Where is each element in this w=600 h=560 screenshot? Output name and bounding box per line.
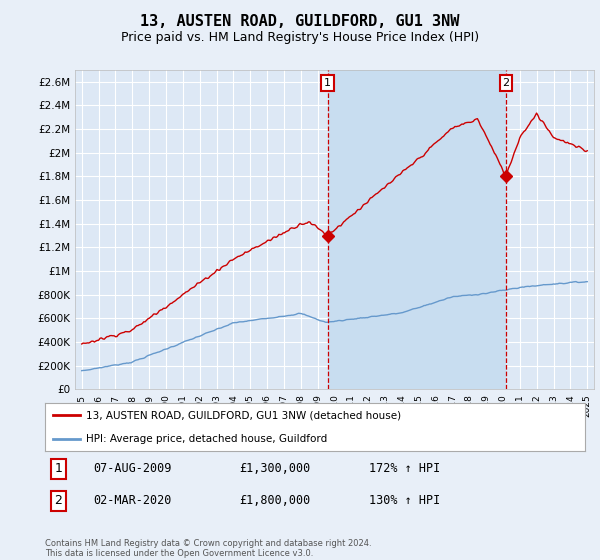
Text: 07-AUG-2009: 07-AUG-2009	[94, 463, 172, 475]
Text: 1: 1	[55, 463, 62, 475]
Text: 1: 1	[324, 78, 331, 88]
Text: 172% ↑ HPI: 172% ↑ HPI	[369, 463, 440, 475]
Text: Contains HM Land Registry data © Crown copyright and database right 2024.
This d: Contains HM Land Registry data © Crown c…	[45, 539, 371, 558]
Bar	[328, 70, 506, 389]
Text: 13, AUSTEN ROAD, GUILDFORD, GU1 3NW: 13, AUSTEN ROAD, GUILDFORD, GU1 3NW	[140, 14, 460, 29]
Text: 2: 2	[502, 78, 509, 88]
Text: Price paid vs. HM Land Registry's House Price Index (HPI): Price paid vs. HM Land Registry's House …	[121, 31, 479, 44]
Text: HPI: Average price, detached house, Guildford: HPI: Average price, detached house, Guil…	[86, 434, 327, 444]
Text: 02-MAR-2020: 02-MAR-2020	[94, 494, 172, 507]
Text: 130% ↑ HPI: 130% ↑ HPI	[369, 494, 440, 507]
Text: 13, AUSTEN ROAD, GUILDFORD, GU1 3NW (detached house): 13, AUSTEN ROAD, GUILDFORD, GU1 3NW (det…	[86, 410, 401, 420]
Text: £1,300,000: £1,300,000	[239, 463, 311, 475]
Text: 2: 2	[55, 494, 62, 507]
Text: £1,800,000: £1,800,000	[239, 494, 311, 507]
